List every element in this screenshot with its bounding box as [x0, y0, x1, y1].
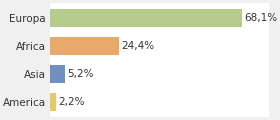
Text: 68,1%: 68,1%	[244, 13, 277, 23]
Text: 2,2%: 2,2%	[59, 97, 85, 107]
Text: 24,4%: 24,4%	[121, 41, 154, 51]
Bar	[50, 93, 56, 111]
Text: 5,2%: 5,2%	[67, 69, 94, 79]
Bar	[50, 9, 242, 27]
Bar	[50, 65, 65, 83]
Bar	[50, 37, 119, 55]
